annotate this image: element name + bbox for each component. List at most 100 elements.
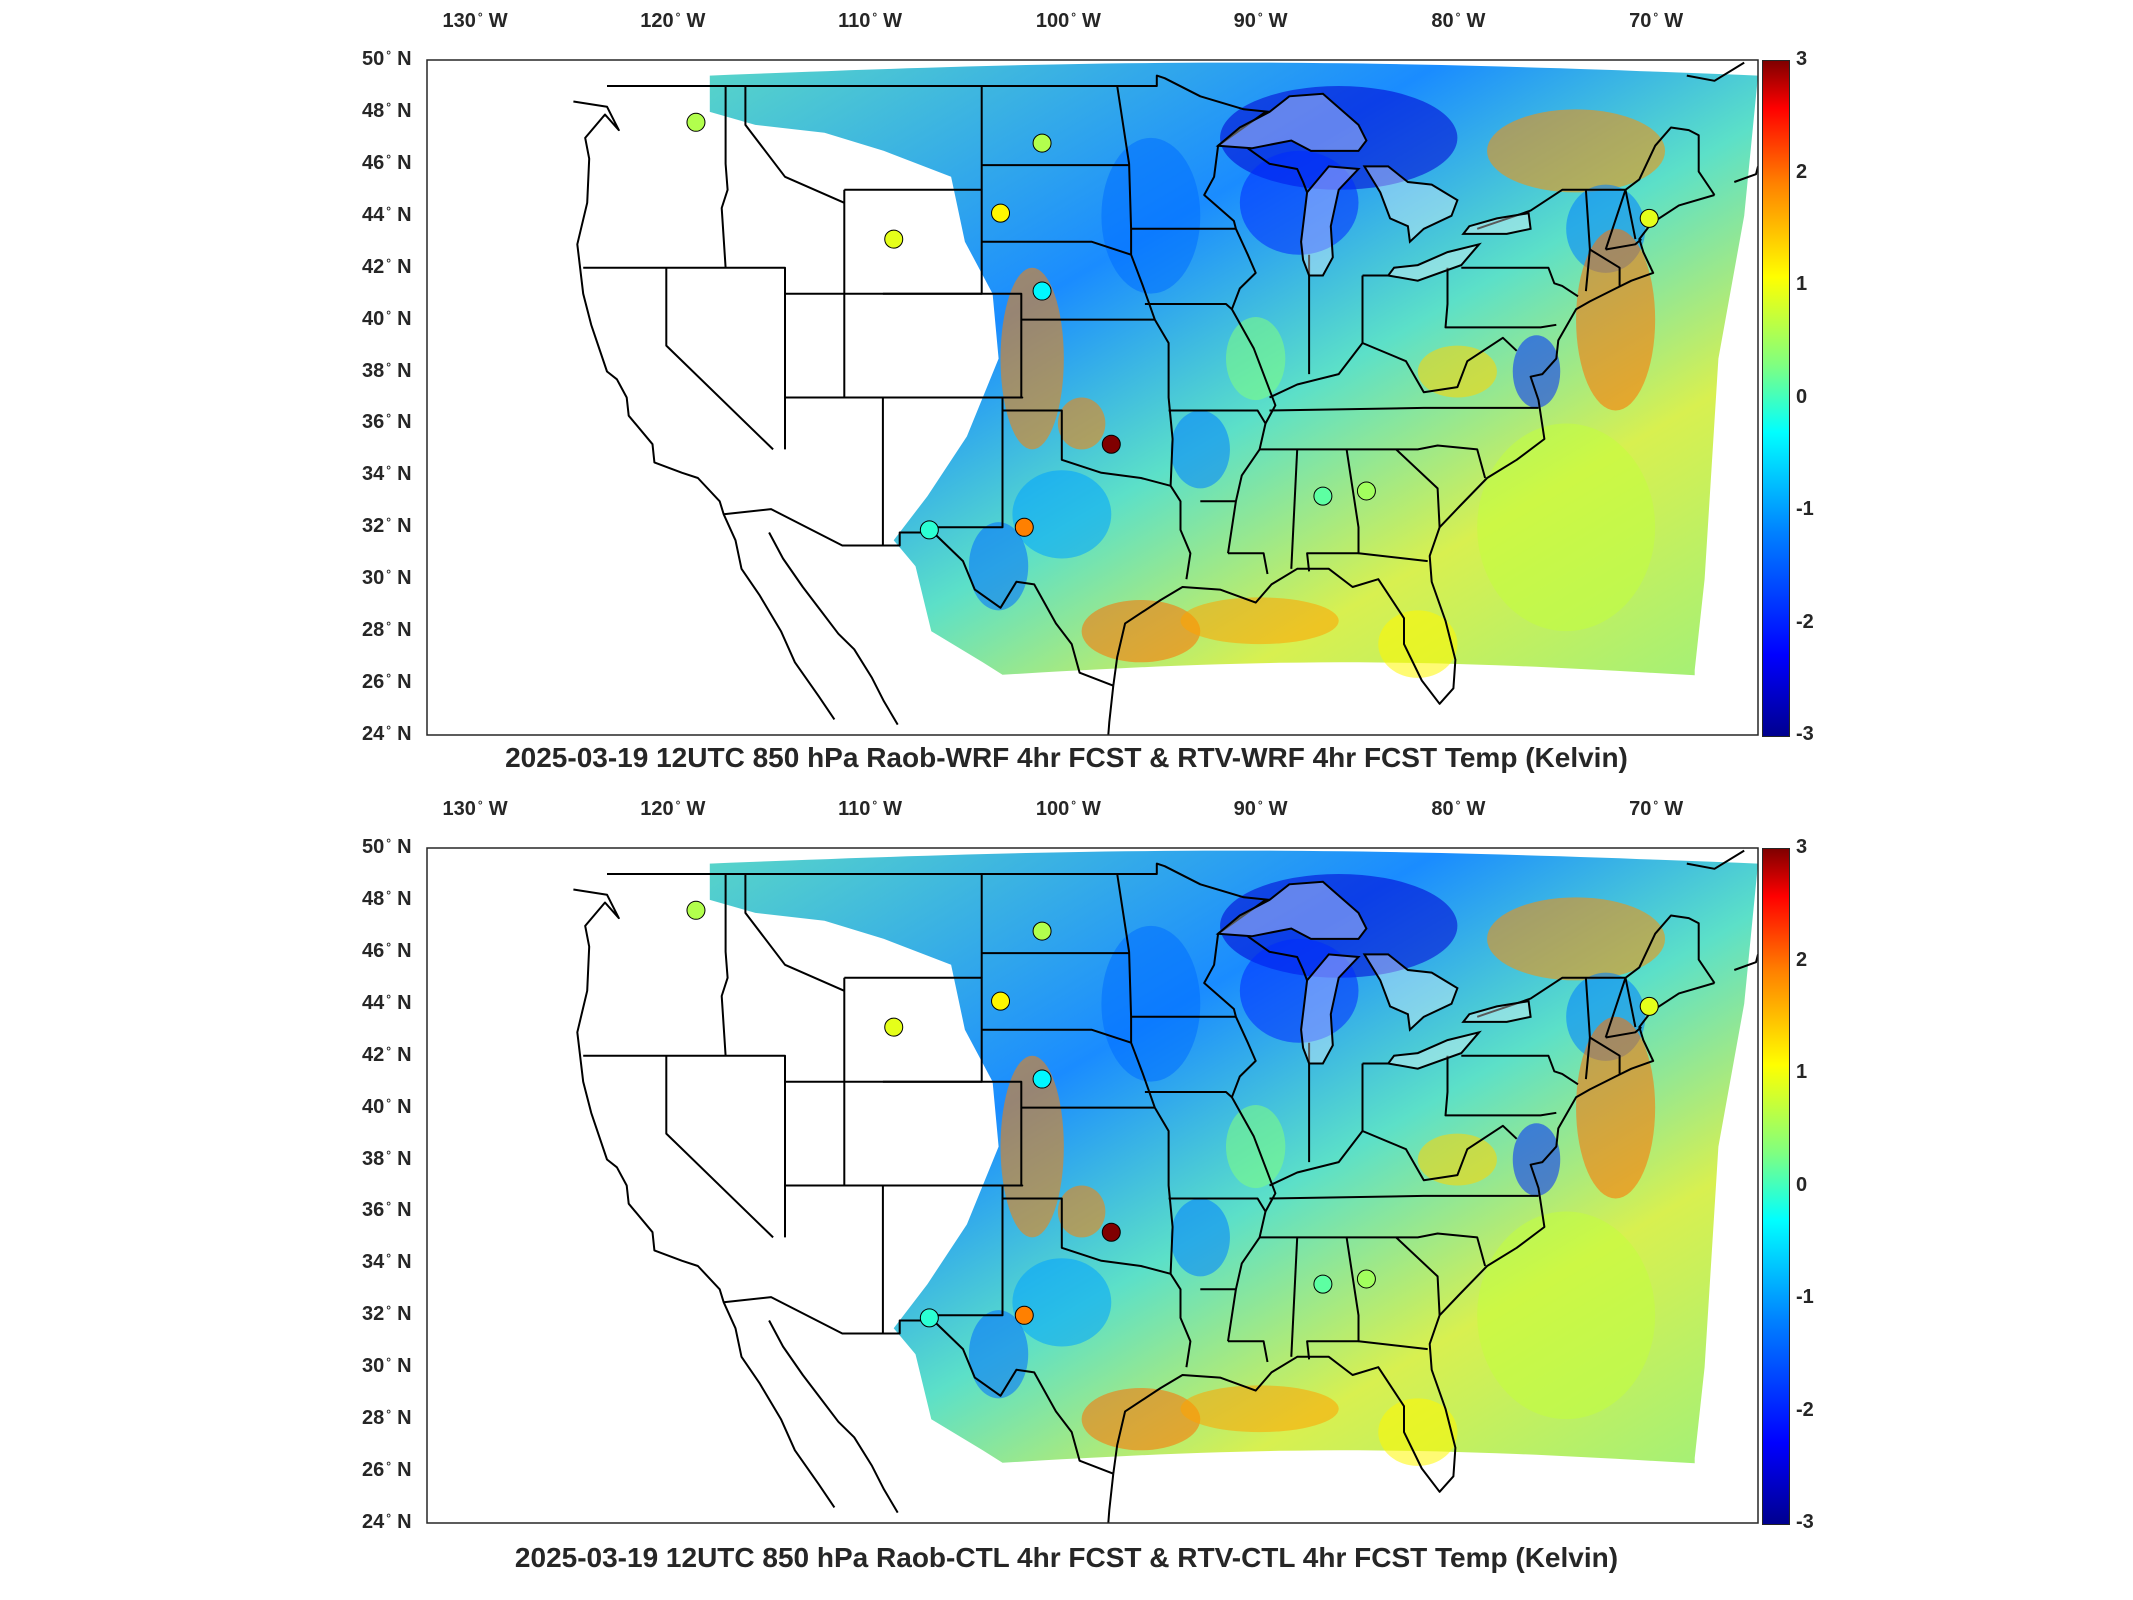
anomaly-blob <box>1081 600 1201 663</box>
lon-hemisphere: W <box>1466 10 1486 32</box>
great-lake <box>1386 1030 1482 1070</box>
raob-station <box>1032 281 1052 301</box>
coastline-boundary <box>607 862 1270 901</box>
lat-tick-label: 34 ° N <box>362 1251 412 1274</box>
lon-value: 130 <box>442 10 476 32</box>
colorbar-tick-label: 1 <box>1796 273 1808 295</box>
lon-value: 110 <box>838 10 871 32</box>
state-boundary <box>1228 1340 1269 1363</box>
state-boundary <box>785 396 1192 580</box>
panel-title: 2025-03-19 12UTC 850 hPa Raob-CTL 4hr FC… <box>514 1542 1619 1573</box>
colorbar-tick-label: 0 <box>1796 385 1808 408</box>
degree-symbol: ° <box>386 619 392 634</box>
lat-hemisphere: N <box>397 887 412 910</box>
anomaly-blob <box>1000 267 1064 450</box>
lat-value: 26 <box>362 1459 385 1482</box>
lat-value: 40 <box>362 1095 385 1118</box>
state-boundary <box>720 874 729 1056</box>
lon-tick-label: 90 ° W <box>1234 798 1288 821</box>
state-boundary <box>1168 1197 1267 1213</box>
degree-symbol: ° <box>386 567 392 582</box>
lon-hemisphere: W <box>883 10 903 32</box>
lon-tick-label: 80 ° W <box>1431 10 1485 33</box>
lon-tick-label: 130 ° W <box>443 10 508 33</box>
great-lake <box>1362 953 1459 1032</box>
lon-value: 120 <box>640 798 674 820</box>
lat-value: 40 <box>362 307 385 330</box>
state-boundary <box>1605 238 1642 251</box>
coastline-boundary <box>573 888 836 1508</box>
degree-symbol: ° <box>386 939 392 954</box>
lat-hemisphere: N <box>397 463 412 486</box>
lon-hemisphere: W <box>686 10 706 32</box>
degree-symbol: ° <box>386 1095 392 1110</box>
raob-station <box>991 991 1011 1011</box>
lat-hemisphere: N <box>397 619 412 642</box>
panel-title: 2025-03-19 12UTC 850 hPa Raob-WRF 4hr FC… <box>505 742 1628 773</box>
state-boundary <box>1116 873 1174 1274</box>
state-boundary <box>1228 552 1269 575</box>
degree-symbol: ° <box>386 255 392 270</box>
state-boundary <box>665 1055 774 1239</box>
degree-symbol: ° <box>1071 10 1077 24</box>
degree-symbol: ° <box>386 1043 392 1058</box>
lon-hemisphere: W <box>1082 10 1101 32</box>
coastline-boundary <box>1476 914 1716 1018</box>
lat-value: 32 <box>362 515 385 538</box>
colorbar <box>1762 848 1790 1525</box>
lat-tick-label: 34 ° N <box>362 463 412 486</box>
lat-value: 46 <box>362 151 385 174</box>
anomaly-blob <box>1101 925 1201 1082</box>
plot-frame <box>426 59 1759 736</box>
anomaly-blob <box>1417 345 1497 398</box>
lat-value: 44 <box>362 203 385 226</box>
lat-tick-label: 30 ° N <box>362 567 412 590</box>
lat-hemisphere: N <box>397 515 412 538</box>
lat-tick-label: 48 ° N <box>362 100 412 123</box>
state-boundary <box>744 86 845 204</box>
lat-value: 48 <box>362 99 385 122</box>
state-boundary <box>1444 1055 1557 1117</box>
degree-symbol: ° <box>386 991 392 1006</box>
state-boundary <box>785 1184 1192 1368</box>
coastline-boundary <box>723 1296 1114 1475</box>
lat-tick-label: 44 ° N <box>362 204 412 227</box>
lon-value: 70 <box>1629 798 1652 820</box>
lon-tick-label: 110 ° W <box>838 798 902 821</box>
anomaly-blob <box>1081 1388 1201 1451</box>
anomaly-blob <box>1012 470 1112 559</box>
colorbar-tick-label: -3 <box>1796 723 1814 745</box>
degree-symbol: ° <box>386 1303 392 1318</box>
state-boundary <box>981 1028 1132 1044</box>
lon-value: 100 <box>1035 10 1070 32</box>
lat-hemisphere: N <box>397 411 412 434</box>
lat-hemisphere: N <box>397 567 412 590</box>
anomaly-blob <box>1487 897 1666 981</box>
lat-tick-label: 40 ° N <box>362 308 412 331</box>
anomaly-blob <box>1057 397 1106 450</box>
lon-hemisphere: W <box>1268 10 1288 32</box>
state-boundary <box>1358 552 1428 563</box>
lat-hemisphere: N <box>397 1511 412 1533</box>
degree-symbol: ° <box>386 1199 392 1214</box>
degree-symbol: ° <box>1257 798 1263 812</box>
coastline-boundary <box>1476 126 1716 230</box>
anomaly-blob <box>1576 1016 1656 1199</box>
state-boundary <box>1116 85 1174 486</box>
coastline-boundary <box>768 532 899 726</box>
state-boundary <box>1227 1016 1277 1342</box>
lon-tick-label: 120 ° W <box>640 10 705 33</box>
anomaly-blob <box>1477 1211 1656 1420</box>
state-boundary <box>1624 977 1637 1028</box>
anomaly-blob <box>1477 423 1656 632</box>
state-boundary <box>1144 303 1233 310</box>
state-boundary <box>720 86 729 268</box>
lat-hemisphere: N <box>397 255 412 278</box>
coastline-boundary <box>1686 61 1745 82</box>
state-boundary <box>583 266 786 450</box>
state-boundary <box>1269 1124 1518 1187</box>
state-boundary <box>1589 1036 1621 1074</box>
coastline-boundary <box>1107 685 1115 735</box>
lat-tick-label: 46 ° N <box>362 940 412 963</box>
state-boundary <box>1604 189 1627 250</box>
